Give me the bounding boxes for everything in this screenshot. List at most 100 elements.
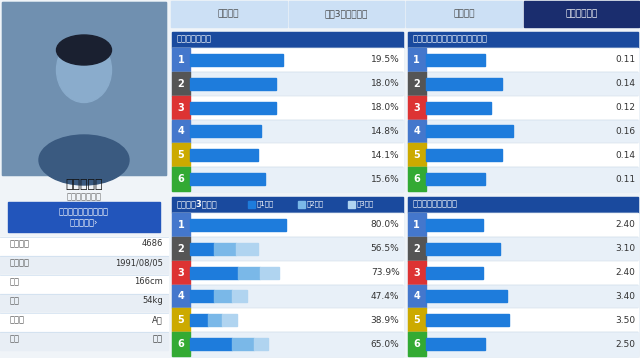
Bar — [348, 201, 355, 208]
Text: 0.11: 0.11 — [615, 55, 635, 64]
Bar — [238, 267, 259, 279]
Bar — [2, 2, 166, 175]
Text: 血液型: 血液型 — [10, 315, 25, 324]
Bar — [190, 267, 238, 279]
Text: 38.9%: 38.9% — [371, 316, 399, 325]
Bar — [408, 332, 638, 356]
Text: 3.40: 3.40 — [615, 292, 635, 301]
Bar — [190, 173, 265, 185]
Text: 生年月日: 生年月日 — [10, 258, 30, 267]
Text: 56.5%: 56.5% — [371, 244, 399, 253]
Bar — [408, 96, 426, 120]
Bar — [172, 48, 190, 72]
Bar — [408, 48, 426, 72]
Bar — [0, 275, 168, 293]
Bar — [408, 48, 638, 72]
Text: 1: 1 — [178, 55, 184, 65]
Ellipse shape — [56, 38, 111, 102]
Bar — [214, 243, 236, 255]
Bar — [232, 338, 253, 350]
Bar — [426, 219, 483, 231]
Bar — [236, 243, 258, 255]
Text: A型: A型 — [152, 315, 163, 324]
Text: 5: 5 — [178, 315, 184, 325]
Text: 1: 1 — [413, 220, 420, 230]
Bar — [408, 120, 638, 143]
Bar — [408, 213, 638, 237]
Bar — [426, 314, 509, 326]
Text: 166cm: 166cm — [134, 277, 163, 286]
Ellipse shape — [56, 35, 111, 65]
Text: コース別3連対率: コース別3連対率 — [177, 199, 218, 208]
Text: 2: 2 — [413, 79, 420, 89]
Bar — [8, 202, 160, 232]
Bar — [232, 290, 247, 303]
Bar — [0, 237, 168, 255]
Bar — [426, 149, 502, 161]
Bar — [408, 261, 638, 285]
Text: コース別スタート順: コース別スタート順 — [413, 199, 458, 208]
Bar — [172, 197, 403, 356]
Bar — [289, 1, 404, 27]
Text: 18.0%: 18.0% — [371, 79, 399, 88]
Text: 2.40: 2.40 — [615, 268, 635, 277]
Bar — [426, 54, 485, 66]
Text: 73.9%: 73.9% — [371, 268, 399, 277]
Text: 過去3節成績、他: 過去3節成績、他 — [324, 10, 368, 19]
Text: 65.0%: 65.0% — [371, 340, 399, 349]
Bar — [426, 243, 500, 255]
Text: 3.50: 3.50 — [615, 316, 635, 325]
Bar — [190, 78, 276, 90]
Text: コース別平均スタートタイミング: コース別平均スタートタイミング — [413, 34, 488, 43]
Text: 身長: 身長 — [10, 277, 20, 286]
Bar — [408, 332, 426, 356]
Text: コース別成績: コース別成績 — [565, 10, 597, 19]
Text: 2: 2 — [413, 244, 420, 254]
Bar — [408, 143, 638, 167]
Text: 2: 2 — [178, 244, 184, 254]
Text: 出場予定: 出場予定 — [218, 10, 239, 19]
Text: 体重: 体重 — [10, 296, 20, 305]
Text: 2: 2 — [178, 79, 184, 89]
Text: 6: 6 — [413, 174, 420, 184]
Bar — [172, 332, 190, 356]
Bar — [172, 96, 403, 120]
Text: 0.14: 0.14 — [615, 151, 635, 160]
Text: 0.16: 0.16 — [615, 127, 635, 136]
Text: 0.12: 0.12 — [615, 103, 635, 112]
Bar — [190, 314, 208, 326]
Text: 2.50: 2.50 — [615, 340, 635, 349]
Text: 3.10: 3.10 — [615, 244, 635, 253]
Bar — [426, 102, 491, 113]
Text: コース別進入率: コース別進入率 — [177, 34, 212, 43]
Bar — [408, 237, 638, 261]
Text: 期別成績: 期別成績 — [453, 10, 474, 19]
Bar — [298, 201, 305, 208]
Bar — [408, 96, 638, 120]
Text: 54kg: 54kg — [142, 296, 163, 305]
Bar — [248, 201, 255, 208]
Bar — [426, 125, 513, 137]
Bar — [0, 313, 168, 331]
Text: 0.11: 0.11 — [615, 175, 635, 184]
Bar — [253, 338, 268, 350]
Text: 登録番号: 登録番号 — [10, 239, 30, 248]
Text: 4686: 4686 — [141, 239, 163, 248]
Bar — [408, 237, 426, 261]
Bar — [408, 143, 426, 167]
Text: 1: 1 — [178, 220, 184, 230]
Bar — [172, 237, 403, 261]
Bar — [172, 261, 190, 285]
Bar — [172, 96, 190, 120]
Bar — [426, 267, 483, 279]
Bar — [408, 32, 638, 48]
Bar — [259, 267, 278, 279]
Text: 6: 6 — [413, 339, 420, 349]
Text: 6: 6 — [178, 339, 184, 349]
Bar — [408, 308, 426, 332]
Bar — [214, 290, 232, 303]
Bar — [172, 120, 403, 143]
Bar — [172, 32, 403, 48]
Bar — [172, 120, 190, 143]
Text: 支部: 支部 — [10, 334, 20, 343]
